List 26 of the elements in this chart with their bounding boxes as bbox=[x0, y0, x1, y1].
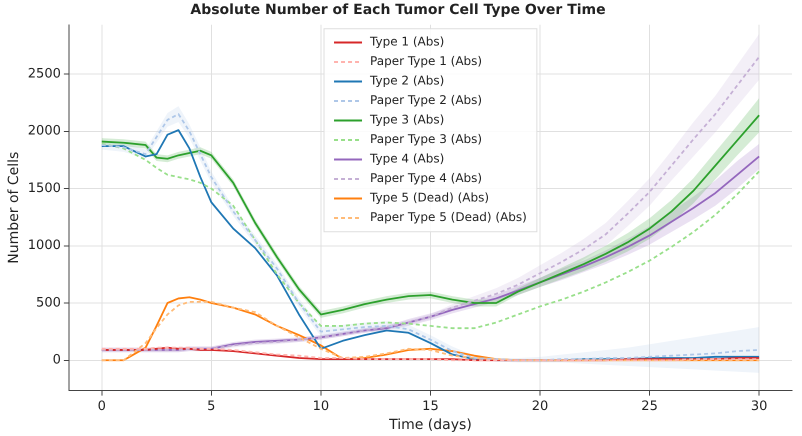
x-tick-label: 25 bbox=[641, 398, 658, 414]
legend-label: Paper Type 4 (Abs) bbox=[370, 171, 482, 186]
chart-title: Absolute Number of Each Tumor Cell Type Over Time bbox=[190, 2, 606, 18]
y-tick-label: 2000 bbox=[28, 124, 61, 139]
legend-label: Type 3 (Abs) bbox=[369, 112, 444, 127]
x-tick-label: 15 bbox=[422, 398, 439, 414]
y-tick-label: 1000 bbox=[28, 238, 61, 254]
x-tick-label: 30 bbox=[750, 398, 768, 414]
y-tick-label: 2500 bbox=[28, 66, 61, 82]
y-tick-label: 1500 bbox=[28, 180, 61, 196]
y-axis-title: Number of Cells bbox=[6, 152, 22, 264]
x-tick-label: 10 bbox=[312, 398, 330, 414]
legend-label: Type 1 (Abs) bbox=[369, 34, 444, 49]
legend-label: Type 4 (Abs) bbox=[369, 152, 444, 166]
legend-label: Type 2 (Abs) bbox=[369, 74, 444, 88]
x-tick-label: 0 bbox=[98, 398, 106, 414]
legend-label: Paper Type 3 (Abs) bbox=[370, 132, 482, 146]
legend-label: Paper Type 2 (Abs) bbox=[370, 93, 482, 108]
x-tick-label: 20 bbox=[532, 398, 548, 414]
y-tick-label: 500 bbox=[36, 295, 61, 310]
legend-label: Paper Type 1 (Abs) bbox=[370, 54, 482, 68]
legend-label: Type 5 (Dead) (Abs) bbox=[369, 190, 490, 205]
y-tick-label: 0 bbox=[52, 352, 61, 368]
x-tick-label: 5 bbox=[207, 398, 216, 414]
x-axis-title: Time (days) bbox=[388, 417, 472, 434]
legend-label: Paper Type 5 (Dead) (Abs) bbox=[370, 210, 527, 224]
